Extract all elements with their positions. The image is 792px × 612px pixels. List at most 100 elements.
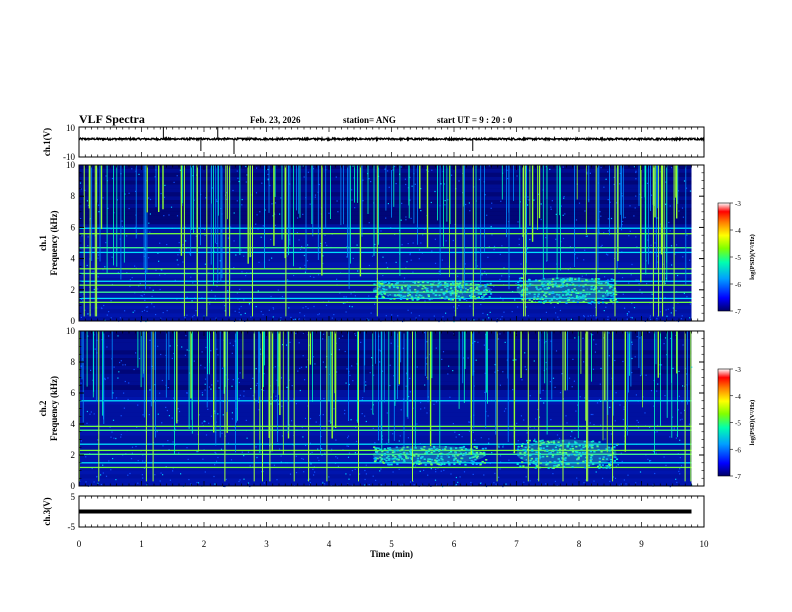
noise-speckle	[232, 379, 234, 381]
emission-pixel	[519, 452, 522, 454]
noise-band	[79, 180, 692, 185]
noise-speckle	[409, 254, 411, 256]
noise-speckle	[571, 431, 573, 433]
noise-speckle	[309, 275, 311, 277]
noise-speckle	[600, 367, 602, 369]
emission-pixel	[406, 298, 409, 301]
noise-speckle	[435, 484, 437, 486]
emission-pixel	[605, 467, 608, 469]
noise-speckle	[532, 283, 534, 285]
noise-speckle	[445, 240, 447, 242]
noise-speckle	[600, 424, 602, 426]
noise-speckle	[148, 257, 150, 259]
noise-speckle	[160, 192, 162, 195]
noise-speckle	[427, 474, 429, 476]
emission-pixel	[525, 293, 528, 296]
emission-pixel	[398, 454, 401, 457]
emission-pixel	[612, 296, 615, 298]
emission-pixel	[393, 298, 396, 300]
noise-speckle	[293, 274, 295, 277]
noise-speckle	[168, 214, 170, 216]
noise-speckle	[501, 245, 503, 247]
noise-speckle	[354, 452, 356, 454]
noise-speckle	[160, 317, 162, 319]
colorbar	[717, 202, 731, 312]
noise-speckle	[299, 248, 302, 251]
noise-speckle	[322, 414, 324, 416]
noise-speckle	[480, 303, 482, 306]
emission-pixel	[533, 293, 536, 296]
emission-pixel	[582, 285, 585, 288]
persistent-line	[79, 297, 692, 300]
emission-pixel	[591, 284, 594, 287]
emission-pixel	[456, 459, 459, 462]
noise-speckle	[482, 319, 484, 321]
emission-pixel	[383, 458, 386, 460]
emission-pixel	[520, 445, 524, 447]
noise-speckle	[569, 267, 571, 269]
noise-speckle	[654, 230, 656, 232]
noise-speckle	[472, 473, 474, 475]
noise-speckle	[491, 202, 493, 204]
noise-speckle	[365, 384, 367, 386]
emission-pixel	[551, 291, 555, 293]
noise-speckle	[380, 289, 382, 291]
emission-pixel	[582, 446, 585, 449]
emission-pixel	[528, 299, 531, 301]
noise-speckle	[217, 380, 219, 382]
noise-speckle	[405, 216, 407, 218]
noise-speckle	[609, 406, 611, 408]
noise-speckle	[686, 373, 688, 375]
emission-pixel	[552, 440, 555, 443]
emission-pixel	[550, 441, 553, 443]
noise-speckle	[248, 304, 251, 306]
noise-speckle	[230, 459, 233, 461]
emission-pixel	[460, 446, 463, 449]
emission-pixel	[539, 448, 542, 450]
noise-speckle	[639, 471, 642, 473]
noise-speckle	[550, 208, 552, 210]
noise-speckle	[615, 465, 617, 467]
noise-speckle	[631, 263, 633, 266]
noise-speckle	[529, 426, 531, 428]
emission-pixel	[396, 449, 400, 452]
emission-pixel	[571, 281, 574, 283]
noise-speckle	[239, 372, 241, 374]
noise-speckle	[448, 452, 450, 454]
noise-speckle	[373, 374, 375, 376]
noise-speckle	[529, 480, 531, 482]
noise-speckle	[230, 226, 232, 228]
emission-pixel	[399, 294, 403, 297]
emission-pixel	[516, 463, 519, 465]
noise-speckle	[657, 315, 659, 317]
noise-band	[79, 338, 692, 343]
noise-speckle	[239, 479, 241, 481]
noise-speckle	[282, 344, 284, 346]
noise-speckle	[90, 411, 92, 413]
noise-speckle	[257, 228, 259, 230]
lowfreq-background	[79, 389, 692, 486]
emission-pixel	[481, 453, 484, 455]
emission-pixel	[608, 464, 612, 467]
emission-pixel	[597, 282, 600, 284]
emission-pixel	[446, 285, 449, 288]
emission-pixel	[413, 281, 416, 283]
noise-speckle	[296, 232, 298, 234]
emission-pixel	[380, 458, 383, 461]
emission-pixel	[558, 445, 561, 447]
noise-speckle	[628, 311, 630, 313]
emission-pixel	[400, 287, 403, 290]
noise-speckle	[176, 215, 179, 217]
emission-pixel	[516, 448, 519, 451]
noise-speckle	[500, 461, 502, 463]
noise-speckle	[609, 480, 611, 482]
noise-speckle	[237, 298, 239, 300]
emission-pixel	[458, 463, 461, 465]
emission-pixel	[556, 298, 559, 300]
noise-speckle	[350, 293, 352, 295]
emission-pixel	[441, 458, 444, 461]
emission-pixel	[417, 455, 420, 457]
noise-speckle	[328, 476, 330, 478]
noise-speckle	[309, 418, 312, 420]
noise-speckle	[448, 365, 450, 367]
